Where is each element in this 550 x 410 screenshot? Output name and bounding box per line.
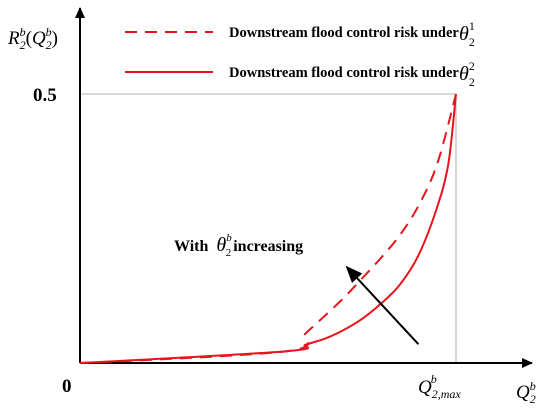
y-axis-label: R2b(Q2b) <box>7 25 58 52</box>
increasing-arrow <box>345 265 420 345</box>
legend-theta1-symbol: θ1 2 <box>459 19 475 49</box>
series-theta2-solid-line <box>79 93 457 364</box>
legend-entry-theta1: Downstream flood control risk under <box>229 25 459 41</box>
legend-theta2-symbol: θ2 2 <box>459 59 475 89</box>
x-axis-label: Q2b <box>516 379 536 406</box>
legend: Downstream flood control risk under θ1 2 … <box>125 19 475 89</box>
annotation-label: With θb 2 increasing <box>174 232 303 259</box>
x-max-label: Q2,maxb <box>418 372 461 401</box>
legend-entry-theta2: Downstream flood control risk under <box>229 65 459 81</box>
origin-label: 0 <box>62 376 72 397</box>
y-tick-label: 0.5 <box>33 85 57 106</box>
